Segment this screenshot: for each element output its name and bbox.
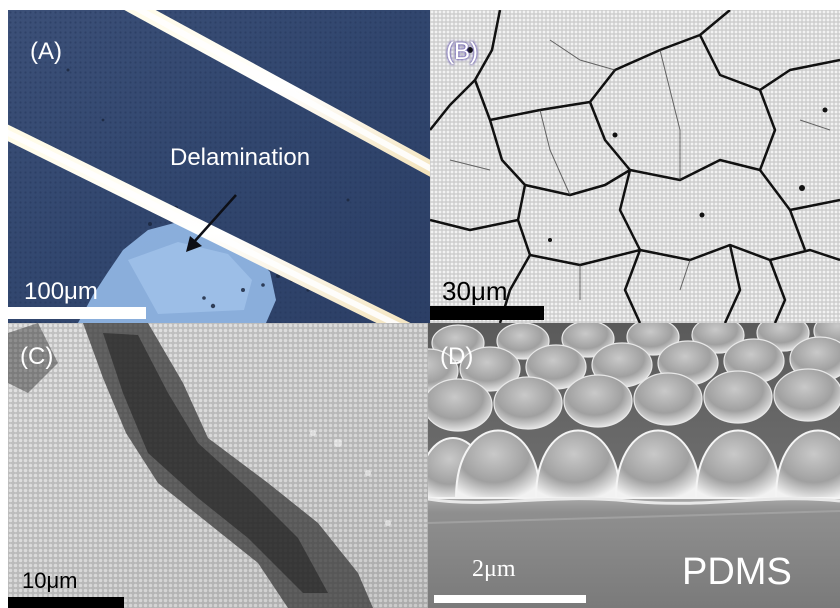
panel-a-scale-text: 100μm — [24, 278, 98, 305]
panel-b-scale-bar — [430, 306, 544, 320]
panel-a-optical-micrograph: (A) Delamination 100μm — [8, 10, 430, 323]
panel-b-label: (B) — [446, 38, 478, 65]
panel-a-label: (A) — [30, 38, 62, 65]
panel-a-scale-bar — [8, 307, 146, 319]
panel-a-annotation: Delamination — [170, 144, 311, 171]
panel-c-image — [8, 323, 428, 608]
panel-d-scale-bar — [434, 595, 586, 603]
panel-d-label: (D) — [440, 343, 474, 370]
panel-b-sem-cracks: (B) 30μm — [430, 10, 840, 323]
panel-d-sem-microspheres: (D) 2μm PDMS — [428, 323, 840, 608]
panel-a-image — [8, 10, 430, 323]
delamination-arrow — [193, 194, 237, 243]
panel-c-scale-bar — [8, 597, 124, 608]
panel-c-sem-micrograph: (C) 10μm — [8, 323, 428, 608]
panel-b-scale-text: 30μm — [442, 276, 508, 306]
panel-d-substrate-label: PDMS — [682, 551, 792, 593]
panel-c-label: (C) — [20, 343, 54, 370]
panel-c-scale-text: 10μm — [22, 568, 78, 593]
panel-d-image — [428, 323, 840, 608]
panel-d-scale-text: 2μm — [472, 556, 516, 582]
panel-b-image — [430, 10, 840, 323]
